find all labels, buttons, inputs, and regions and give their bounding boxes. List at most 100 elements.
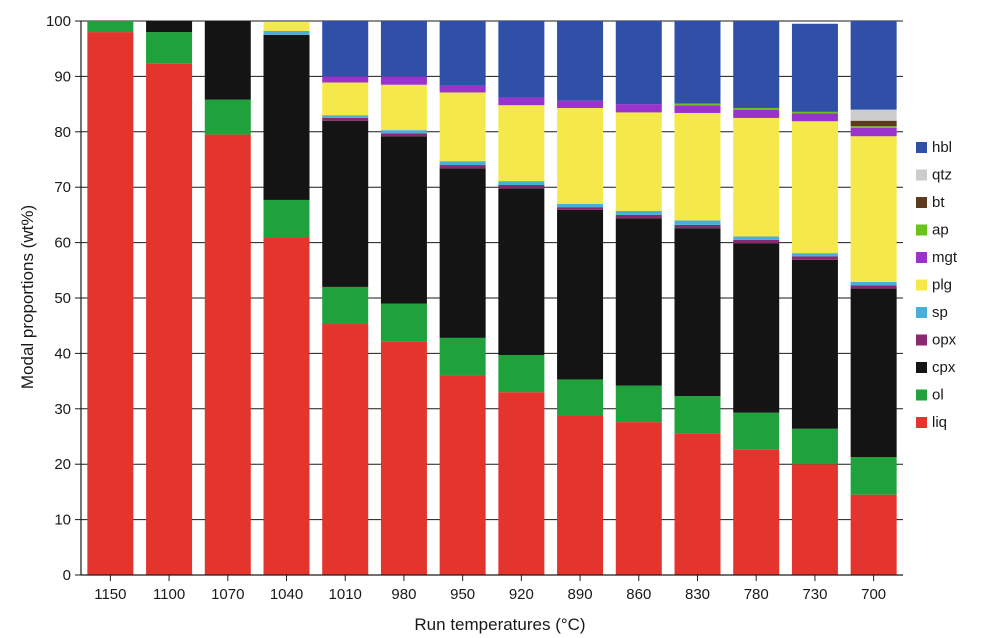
bar-segment-hbl-830 [674, 21, 721, 104]
bar-segment-mgt-730 [791, 113, 838, 122]
bar-segment-ol-1100 [146, 32, 193, 64]
bar-segment-ol-890 [557, 379, 604, 417]
x-axis-label: Run temperatures (°C) [414, 615, 585, 634]
bar-segment-sp-700 [850, 281, 897, 286]
bar-segment-hbl-950 [439, 21, 486, 86]
legend-swatch-mgt [916, 252, 927, 263]
x-tick-label: 1010 [329, 586, 362, 603]
bar-segment-plg-1040 [263, 22, 310, 31]
bar-segment-sp-830 [674, 220, 721, 225]
y-axis-label: Modal proportions (wt%) [18, 205, 37, 389]
bar-segment-sp-1040 [263, 30, 310, 35]
bar-segment-mgt-780 [733, 109, 780, 118]
bar-segment-hbl-980 [380, 21, 427, 77]
bar-segment-cpx-1100 [146, 21, 193, 33]
bar-segment-cpx-1070 [204, 21, 251, 100]
bar-segment-plg-780 [733, 117, 780, 237]
bar-segment-plg-860 [615, 112, 662, 212]
bar-segment-plg-950 [439, 92, 486, 162]
bar-segment-hbl-860 [615, 21, 662, 105]
y-tick-label: 0 [63, 567, 71, 584]
legend-swatch-hbl [916, 142, 927, 153]
legend-label-liq: liq [932, 414, 947, 431]
bar-segment-ol-950 [439, 337, 486, 376]
legend-swatch-bt [916, 197, 927, 208]
bar-segment-hbl-780 [733, 21, 780, 108]
x-tick-label: 860 [626, 586, 651, 603]
bar-segment-plg-730 [791, 121, 838, 254]
x-tick-label: 1040 [270, 586, 303, 603]
bar-segment-liq-950 [439, 375, 486, 575]
bar-segment-plg-980 [380, 84, 427, 131]
legend-swatch-qtz [916, 169, 927, 181]
bar-segment-mgt-890 [557, 100, 604, 108]
bar-segment-ap-830 [674, 103, 721, 106]
bar-segment-opx-1010 [322, 117, 369, 121]
y-tick-labels: 0 10 20 30 40 50 60 70 80 90 100 [46, 13, 71, 584]
bar-segment-ap-730 [791, 111, 838, 114]
bar-segment-opx-920 [498, 184, 545, 189]
bar-segment-opx-830 [674, 224, 721, 229]
legend-swatch-sp [916, 307, 927, 318]
y-tick-label: 10 [54, 512, 71, 529]
bar-segment-hbl-700 [850, 21, 897, 110]
bar-segment-plg-700 [850, 136, 897, 282]
legend-label-hbl: hbl [932, 139, 952, 156]
bar-segment-ap-700 [850, 126, 897, 128]
bar-segment-opx-700 [850, 285, 897, 289]
legend: hbl qtz bt ap mgt plg sp opx cpx ol liq [916, 139, 958, 431]
bar-segment-liq-1100 [146, 63, 193, 576]
bar-segment-plg-890 [557, 107, 604, 204]
bar-segment-cpx-890 [557, 209, 604, 380]
bar-segment-sp-920 [498, 181, 545, 185]
x-tick-label: 950 [450, 586, 475, 603]
bar-segment-cpx-730 [791, 259, 838, 429]
bar-segment-sp-730 [791, 253, 838, 257]
gridlines [81, 20, 903, 521]
bar-segment-liq-780 [733, 449, 780, 575]
x-tick-label: 700 [861, 586, 886, 603]
bar-segment-liq-700 [850, 494, 897, 575]
bar-segment-sp-890 [557, 203, 604, 208]
bar-segment-sp-780 [733, 236, 780, 240]
y-tick-label: 30 [54, 401, 71, 418]
bar-segment-mgt-980 [380, 76, 427, 85]
bar-segment-liq-1150 [87, 32, 134, 575]
legend-label-plg: plg [932, 277, 952, 294]
bar-segment-sp-1010 [322, 115, 369, 118]
x-tick-label: 1100 [153, 586, 185, 603]
bar-segment-opx-890 [557, 207, 604, 210]
y-tick-label: 70 [54, 179, 71, 196]
bar-segment-ol-860 [615, 385, 662, 423]
bar-segment-opx-730 [791, 256, 838, 260]
legend-label-mgt: mgt [932, 249, 958, 266]
bar-segment-ol-780 [733, 412, 780, 450]
bar-segment-ol-980 [380, 303, 427, 342]
bar-segment-ol-1150 [87, 21, 134, 33]
bar-segment-cpx-950 [439, 168, 486, 338]
bar-segment-hbl-890 [557, 21, 604, 101]
bar-segment-hbl-920 [498, 21, 545, 98]
bar-segment-liq-1010 [322, 324, 369, 575]
bar-segment-liq-980 [380, 341, 427, 575]
y-tick-label: 40 [54, 345, 71, 362]
bar-segment-liq-1070 [204, 134, 251, 575]
axes [75, 20, 903, 581]
legend-swatch-cpx [916, 362, 927, 373]
bar-segment-cpx-920 [498, 188, 545, 356]
bar-segment-ol-730 [791, 428, 838, 465]
bar-segment-opx-980 [380, 133, 427, 137]
bar-segment-plg-830 [674, 112, 721, 221]
bar-segment-qtz-700 [850, 109, 897, 121]
bar-segment-hbl-1010 [322, 21, 369, 77]
y-tick-label: 20 [54, 456, 71, 473]
bar-segment-ap-780 [733, 107, 780, 110]
bar-segment-mgt-700 [850, 127, 897, 137]
legend-label-ap: ap [932, 222, 949, 239]
x-tick-labels: 1150 1100 1070 1040 1010 980 950 920 890 860 830 78… [94, 586, 886, 603]
y-tick-label: 90 [54, 68, 71, 85]
legend-label-qtz: qtz [932, 167, 952, 184]
bar-segment-opx-780 [733, 239, 780, 244]
bar-segment-mgt-860 [615, 104, 662, 113]
